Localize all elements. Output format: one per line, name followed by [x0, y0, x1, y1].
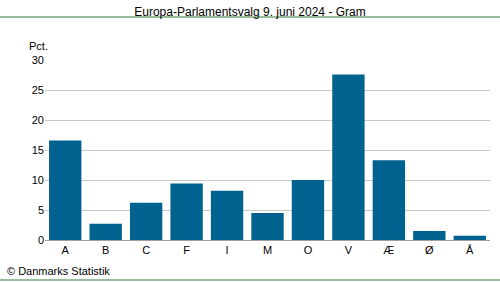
svg-text:O: O	[304, 244, 313, 256]
svg-text:A: A	[62, 244, 70, 256]
svg-text:0: 0	[38, 234, 44, 246]
svg-text:Å: Å	[466, 244, 474, 256]
svg-text:15: 15	[32, 144, 44, 156]
svg-text:B: B	[102, 244, 109, 256]
svg-text:5: 5	[38, 204, 44, 216]
svg-text:C: C	[142, 244, 150, 256]
svg-text:V: V	[345, 244, 353, 256]
svg-text:Ø: Ø	[425, 244, 434, 256]
svg-text:10: 10	[32, 174, 44, 186]
svg-text:Æ: Æ	[383, 244, 394, 256]
svg-text:20: 20	[32, 114, 44, 126]
svg-text:30: 30	[32, 54, 44, 66]
svg-text:25: 25	[32, 84, 44, 96]
svg-text:Pct.: Pct.	[29, 40, 48, 52]
svg-text:M: M	[263, 244, 272, 256]
svg-text:Europa-Parlamentsvalg 9. juni: Europa-Parlamentsvalg 9. juni 2024 - Gra…	[134, 5, 365, 19]
svg-text:I: I	[226, 244, 229, 256]
svg-text:F: F	[183, 244, 190, 256]
svg-text:© Danmarks Statistik: © Danmarks Statistik	[7, 265, 110, 277]
